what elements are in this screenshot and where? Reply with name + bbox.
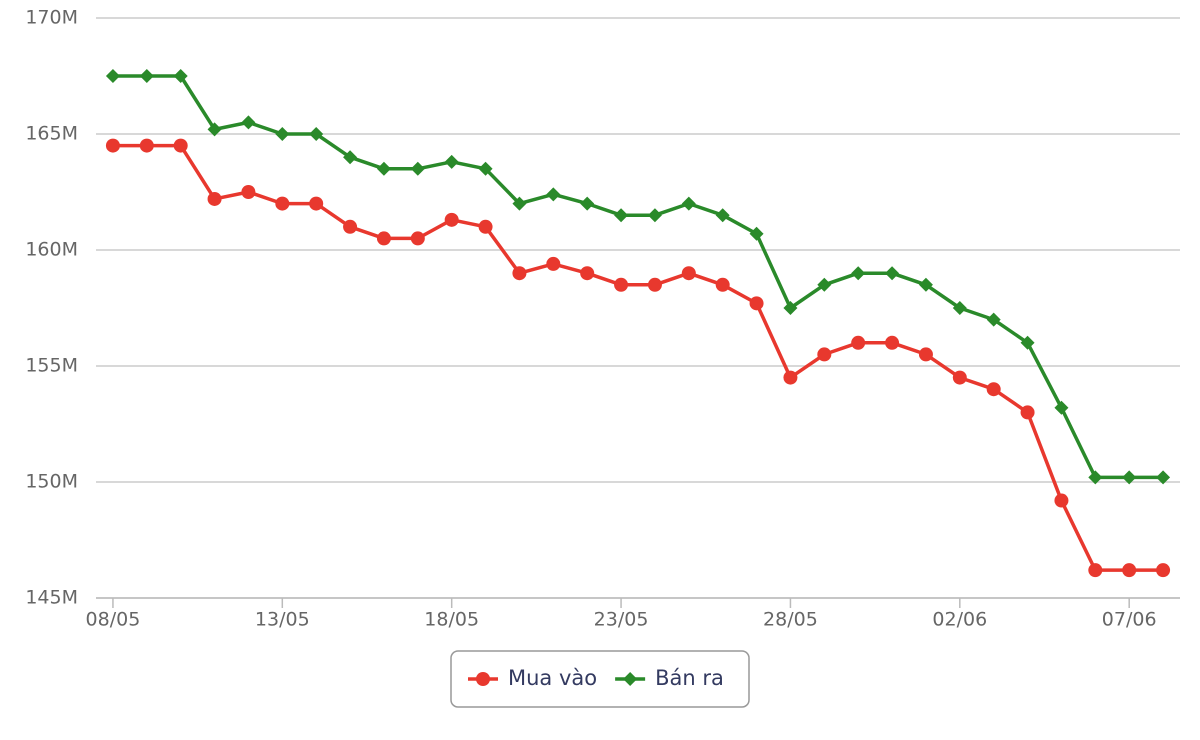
point (580, 196, 595, 211)
y-tick-label: 150M (25, 471, 78, 493)
point (1054, 493, 1069, 508)
point (309, 127, 324, 141)
point (444, 212, 459, 227)
legend-marker (476, 672, 490, 686)
point (851, 335, 866, 350)
y-tick-label: 145M (25, 587, 78, 609)
point (614, 208, 629, 223)
legend-box (450, 650, 750, 708)
point (918, 347, 933, 362)
point (512, 196, 527, 211)
y-tick-label: 155M (25, 355, 78, 377)
point (139, 69, 154, 83)
point (715, 277, 730, 292)
point (1020, 335, 1035, 350)
x-tick-label: 28/05 (763, 609, 818, 631)
point (444, 154, 459, 169)
point (1156, 470, 1171, 485)
x-tick-label: 23/05 (594, 609, 649, 631)
point (309, 196, 324, 211)
point (105, 138, 120, 153)
point (376, 161, 391, 176)
x-tick-label: 07/06 (1102, 609, 1157, 631)
point (546, 256, 561, 271)
point (1088, 563, 1103, 578)
x-tick-label: 02/06 (932, 609, 987, 631)
point (749, 296, 764, 311)
y-tick-label: 170M (25, 7, 78, 29)
point (715, 208, 730, 223)
point (851, 266, 866, 281)
legend-label: Bán ra (655, 666, 724, 690)
point (817, 277, 832, 292)
point (173, 138, 188, 153)
point (681, 266, 696, 281)
point (647, 277, 662, 292)
series-line (112, 143, 1164, 572)
point (1054, 400, 1069, 415)
point (410, 161, 425, 176)
point (783, 370, 798, 385)
point (275, 127, 290, 141)
point (343, 219, 358, 234)
x-tick-label: 18/05 (424, 609, 479, 631)
y-tick-label: 165M (25, 123, 78, 145)
point (410, 231, 425, 246)
point (173, 69, 188, 83)
point (207, 122, 222, 137)
point (241, 115, 256, 130)
point (207, 191, 222, 206)
point (681, 196, 696, 211)
point (952, 301, 967, 315)
point (512, 266, 527, 281)
point (241, 185, 256, 199)
point (478, 161, 493, 176)
point (546, 187, 561, 202)
point (376, 231, 391, 246)
point (783, 301, 798, 315)
point (139, 138, 154, 153)
point (614, 277, 629, 292)
point (1020, 405, 1035, 420)
point (986, 382, 1001, 397)
point (105, 69, 120, 83)
point (343, 150, 358, 165)
point (580, 266, 595, 281)
point (1088, 470, 1103, 485)
series-line (112, 74, 1164, 480)
point (1122, 470, 1137, 485)
point (952, 370, 967, 385)
point (885, 335, 900, 350)
x-tick-label: 13/05 (255, 609, 310, 631)
point (647, 208, 662, 223)
point (986, 312, 1001, 327)
point (885, 266, 900, 281)
point (275, 196, 290, 211)
x-tick-label: 08/05 (86, 609, 141, 631)
point (1156, 563, 1171, 578)
point (817, 347, 832, 362)
point (749, 226, 764, 241)
point (918, 277, 933, 292)
legend-label: Mua vào (508, 666, 597, 690)
point (478, 219, 493, 234)
y-tick-label: 160M (25, 239, 78, 261)
legend-marker (623, 672, 638, 686)
point (1122, 563, 1137, 578)
